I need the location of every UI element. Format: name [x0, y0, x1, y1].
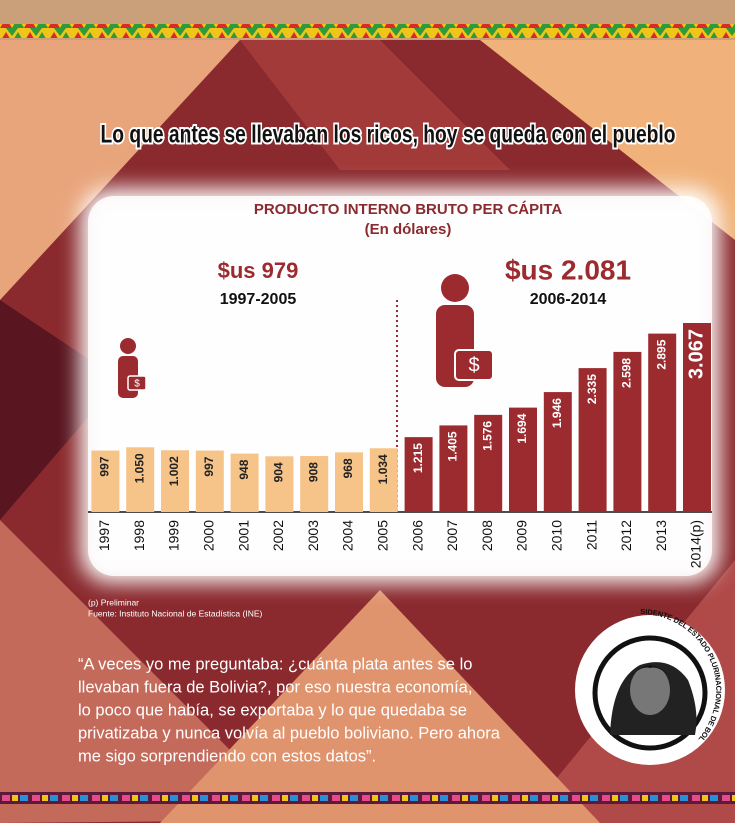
x-tick-label: 2009 — [514, 520, 530, 551]
bar — [683, 323, 711, 512]
value-label: 1.946 — [550, 398, 564, 428]
x-tick-label: 2001 — [235, 520, 251, 551]
value-label: 1.050 — [132, 453, 146, 483]
bar — [161, 450, 189, 512]
value-label: 1.576 — [480, 421, 494, 451]
x-tick-label: 1998 — [131, 520, 147, 551]
value-label: 997 — [202, 456, 216, 476]
bar — [578, 368, 607, 512]
quote-line: privatizaba y nunca volvía al pueblo bol… — [78, 724, 501, 742]
period-average: $us 2.081 — [505, 254, 631, 285]
value-label: 1.034 — [376, 454, 390, 484]
value-label: 3.067 — [685, 329, 707, 379]
value-label: 2.895 — [654, 339, 668, 369]
value-label: 2.335 — [585, 374, 599, 404]
bar — [474, 414, 503, 512]
value-label: 1.694 — [515, 413, 529, 443]
x-tick-label: 2005 — [375, 520, 391, 551]
value-label: 948 — [237, 459, 251, 479]
bar — [509, 407, 537, 512]
person-icon-small: $ — [118, 338, 147, 398]
bar — [300, 456, 329, 512]
value-label: 1.405 — [446, 431, 460, 461]
x-tick-label: 2000 — [201, 520, 217, 551]
bar — [404, 437, 433, 512]
value-label: 997 — [98, 456, 112, 476]
value-label: 1.002 — [167, 456, 181, 486]
value-label: 2.598 — [620, 358, 634, 388]
chart-title: PRODUCTO INTERNO BRUTO PER CÁPITA — [254, 201, 563, 218]
svg-text:$: $ — [134, 379, 140, 390]
x-tick-label: 2012 — [618, 520, 634, 551]
x-tick-label: 2007 — [444, 520, 460, 551]
value-label: 968 — [341, 458, 355, 478]
chart-subtitle: (En dólares) — [365, 221, 452, 238]
quote-line: llevaban fuera de Bolivia?, por eso nues… — [78, 678, 472, 696]
bar — [648, 333, 677, 512]
x-tick-label: 2004 — [340, 520, 356, 551]
bar — [335, 452, 363, 512]
x-tick-label: 2006 — [409, 520, 425, 551]
person-icon-large: $ — [436, 274, 494, 387]
bar — [613, 351, 642, 512]
footnote: (p) Preliminar — [88, 597, 139, 607]
bar — [126, 447, 155, 512]
x-tick-label: 1999 — [166, 520, 182, 551]
bar — [369, 448, 398, 512]
x-tick-label: 1997 — [96, 520, 112, 551]
bar — [543, 392, 572, 512]
value-label: 904 — [272, 462, 286, 482]
value-label: 908 — [306, 462, 320, 482]
x-tick-label: 2013 — [653, 520, 669, 551]
x-tick-label: 2008 — [479, 520, 495, 551]
svg-text:$: $ — [468, 354, 479, 376]
value-label: 1.215 — [411, 443, 425, 473]
x-tick-label: 2002 — [270, 520, 286, 551]
period-years: 2006-2014 — [530, 291, 607, 308]
footnote: Fuente: Instituto Nacional de Estadístic… — [88, 608, 263, 618]
bar — [439, 425, 468, 512]
x-tick-label: 2010 — [549, 520, 565, 551]
quote-line: lo poco que había, se exportaba y lo que… — [78, 701, 467, 719]
x-tick-label: 2003 — [305, 520, 321, 551]
x-tick-label: 2014(p) — [688, 520, 704, 568]
quote-line: “A veces yo me preguntaba: ¿cuánta plata… — [78, 655, 472, 673]
period-average: $us 979 — [218, 258, 299, 283]
bar — [265, 456, 294, 512]
x-tick-label: 2011 — [583, 520, 599, 550]
bar — [230, 453, 259, 512]
bar — [91, 450, 120, 512]
headline: Lo que antes se llevaban los ricos, hoy … — [101, 121, 676, 149]
bar — [195, 450, 224, 512]
period-years: 1997-2005 — [220, 291, 297, 308]
quote-line: me sigo sorprendiendo con estos datos”. — [78, 747, 376, 765]
